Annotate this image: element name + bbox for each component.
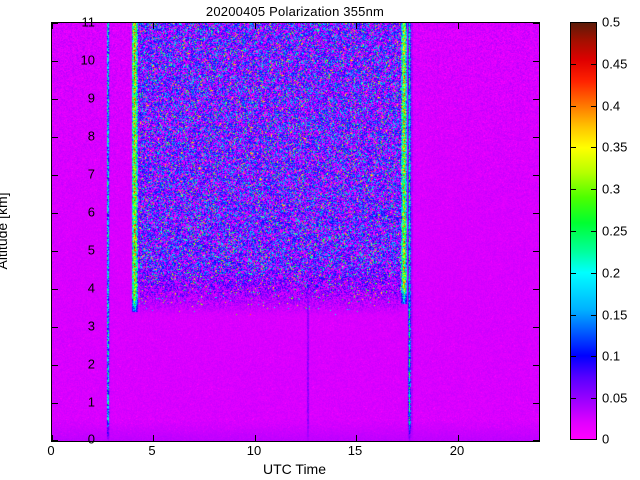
- y-axis-tick: [52, 99, 58, 100]
- x-axis-tick: [52, 23, 53, 29]
- y-axis-tick-label: 2: [87, 356, 95, 372]
- y-axis-tick: [52, 289, 58, 290]
- colorbar-tick-label: 0.5: [602, 14, 621, 30]
- colorbar-tick: [571, 106, 576, 107]
- y-axis-tick: [533, 365, 539, 366]
- heatmap-axes: [51, 22, 540, 442]
- colorbar-tick-label: 0.1: [602, 348, 621, 364]
- heatmap-image: [52, 23, 539, 441]
- x-axis-tick: [255, 23, 256, 29]
- x-axis-title: UTC Time: [263, 461, 326, 477]
- colorbar-tick-label: 0.3: [602, 181, 621, 197]
- colorbar-tick: [571, 398, 576, 399]
- colorbar-tick-label: 0.35: [602, 139, 628, 155]
- colorbar-tick: [591, 231, 596, 232]
- colorbar: 0 0.05 0.1 0.15 0.2 0.25 0.3 0.35 0.4 0.45 0.5: [570, 15, 627, 447]
- colorbar-tick-label: 0: [602, 431, 610, 447]
- colorbar-tick: [571, 273, 576, 274]
- colorbar-tick: [571, 64, 576, 65]
- y-axis-tick: [533, 137, 539, 138]
- colorbar-tick: [591, 189, 596, 190]
- colorbar-tick: [591, 398, 596, 399]
- colorbar-tick: [571, 356, 576, 357]
- x-axis-tick: [153, 23, 154, 29]
- y-axis-title: Altitude [km]: [0, 192, 10, 270]
- colorbar-tick-label: 0.4: [602, 98, 621, 114]
- y-axis-tick: [52, 327, 58, 328]
- colorbar-tick-label: 0.2: [602, 265, 621, 281]
- colorbar-tick-label: 0.15: [602, 307, 628, 323]
- colorbar-tick: [591, 315, 596, 316]
- y-axis-tick-label: 7: [87, 166, 95, 182]
- y-axis-tick-label: 1: [87, 394, 95, 410]
- colorbar-tick: [591, 106, 596, 107]
- y-axis-tick-label: 4: [87, 280, 95, 296]
- y-axis-tick-label: 8: [87, 128, 95, 144]
- colorbar-tick: [591, 64, 596, 65]
- x-axis-tick: [255, 435, 256, 441]
- y-axis-tick-label: 3: [87, 318, 95, 334]
- colorbar-tick: [591, 356, 596, 357]
- colorbar-tick: [571, 315, 576, 316]
- y-axis-tick: [533, 403, 539, 404]
- page-title: 20200405 Polarization 355nm: [205, 4, 385, 19]
- y-axis-tick: [533, 327, 539, 328]
- x-axis-tick: [458, 435, 459, 441]
- y-axis-tick-label: 5: [87, 242, 95, 258]
- colorbar-tick: [571, 231, 576, 232]
- y-axis-tick: [52, 440, 58, 441]
- x-axis-tick-label: 0: [47, 443, 55, 458]
- x-axis-tick: [52, 435, 53, 441]
- y-axis-tick: [533, 251, 539, 252]
- x-axis-tick: [356, 23, 357, 29]
- y-axis-tick-label: 0: [87, 431, 95, 447]
- x-axis-tick-label: 20: [449, 443, 465, 458]
- y-axis-tick: [52, 251, 58, 252]
- y-axis-tick-label: 6: [87, 204, 95, 220]
- y-axis-tick-label: 10: [80, 52, 95, 68]
- y-axis-tick: [533, 213, 539, 214]
- x-axis-tick: [153, 435, 154, 441]
- y-axis-tick: [533, 289, 539, 290]
- x-axis-tick-label: 10: [246, 443, 262, 458]
- y-axis-tick: [52, 137, 58, 138]
- colorbar-tick: [591, 273, 596, 274]
- colorbar-tick-label: 0.05: [602, 390, 628, 406]
- x-axis-tick: [458, 23, 459, 29]
- y-axis-tick: [52, 365, 58, 366]
- x-axis-tick: [356, 435, 357, 441]
- y-axis-tick: [533, 440, 539, 441]
- colorbar-tick: [591, 147, 596, 148]
- colorbar-tick: [571, 189, 576, 190]
- y-axis-tick: [52, 403, 58, 404]
- y-axis-tick: [533, 99, 539, 100]
- colorbar-tick-label: 0.45: [602, 56, 628, 72]
- x-axis-tick-label: 15: [347, 443, 363, 458]
- y-axis-tick-label: 9: [87, 90, 95, 106]
- y-axis-tick: [52, 175, 58, 176]
- y-axis-tick-label: 11: [81, 14, 96, 30]
- y-axis-tick: [533, 61, 539, 62]
- y-axis-tick: [52, 23, 58, 24]
- y-axis-tick: [533, 23, 539, 24]
- y-axis-tick: [533, 175, 539, 176]
- colorbar-tick-label: 0.25: [602, 223, 628, 239]
- y-axis-tick: [52, 61, 58, 62]
- x-axis-tick-label: 5: [148, 443, 156, 458]
- y-axis-tick: [52, 213, 58, 214]
- colorbar-gradient: [570, 22, 597, 440]
- colorbar-tick: [571, 147, 576, 148]
